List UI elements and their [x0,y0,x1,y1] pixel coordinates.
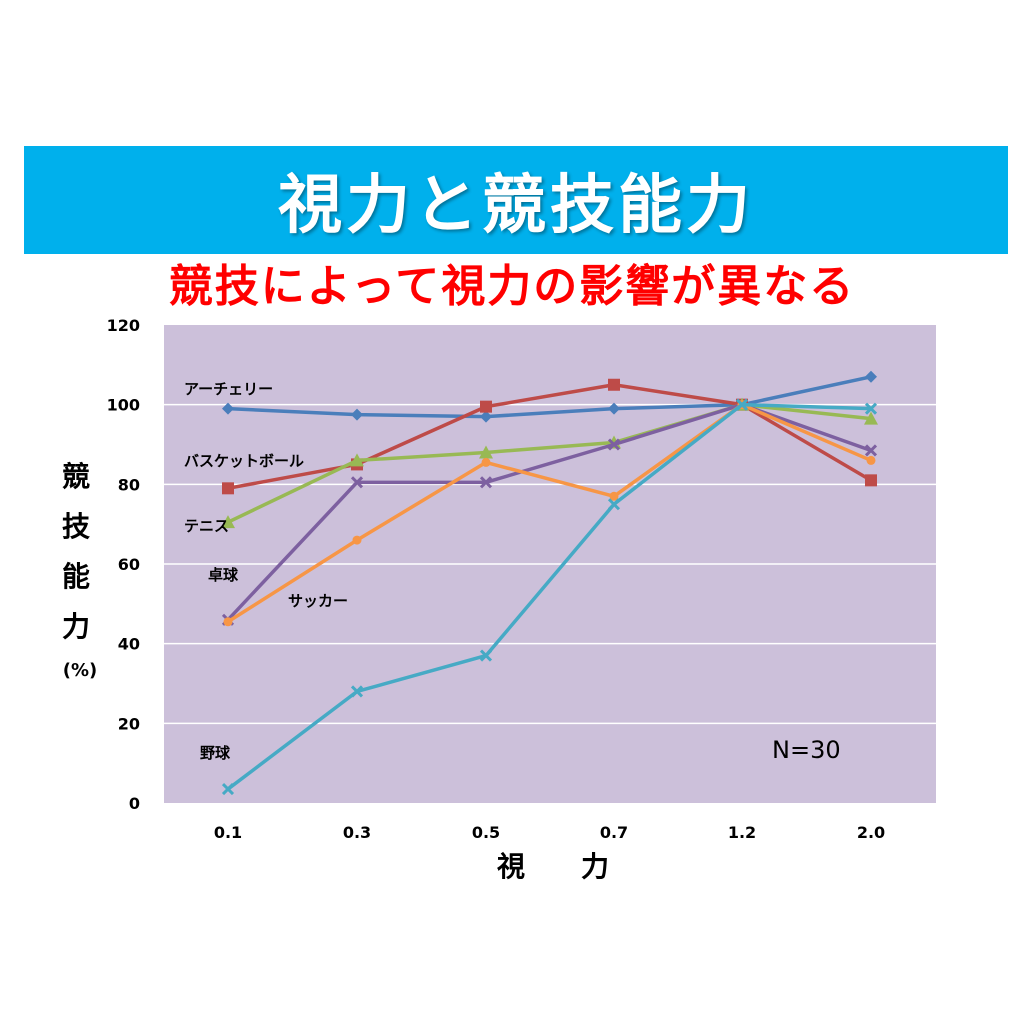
data-point [223,617,233,627]
series-line [226,402,872,791]
data-point [480,410,492,423]
x-axis-label: 視 力 [497,850,609,883]
y-axis-unit: (%) [62,660,98,681]
series-line [227,402,872,624]
data-point [350,453,364,467]
x-tick-label: 0.7 [600,823,628,842]
data-point [350,685,364,698]
y-axis-label-char: 力 [61,610,90,643]
series-annotation: アーチェリー [184,380,273,398]
x-tick-label: 0.5 [472,823,500,842]
series-annotation: 卓球 [208,566,239,584]
x-tick-label: 0.1 [214,823,242,842]
y-tick-label: 100 [107,396,140,415]
data-point [221,515,235,529]
series-annotation: バスケットボール [184,452,304,470]
data-point [607,498,621,511]
y-tick-label: 0 [129,794,140,813]
series-line [227,383,872,491]
x-tick-label: 2.0 [857,823,885,842]
data-point [222,402,234,415]
data-point [865,370,877,383]
data-point [866,455,876,465]
data-point [480,400,492,413]
data-point [609,491,619,501]
data-point [864,411,878,425]
data-point [351,408,363,421]
data-point [607,438,621,451]
data-point [479,649,493,662]
data-point [608,402,620,415]
title-banner: 視力と競技能力 [24,146,1008,254]
y-tick-label: 120 [107,316,140,335]
data-point [608,378,620,391]
data-point [222,482,234,495]
data-point [479,476,493,489]
data-point [479,445,493,459]
x-tick-label: 0.3 [343,823,371,842]
series-annotation: サッカー [288,592,348,610]
x-tick-label: 1.2 [728,823,756,842]
series-annotation: 野球 [200,744,231,762]
series-line [227,375,872,419]
series-annotation: テニス [184,517,229,535]
data-point [864,444,878,457]
data-point [221,782,235,796]
y-axis-label-char: 競 [61,460,90,493]
y-tick-label: 80 [118,475,140,494]
data-point [481,457,491,467]
data-point [865,474,877,487]
y-tick-label: 60 [118,555,140,574]
page-title: 視力と競技能力 [278,169,754,243]
data-point [864,402,878,415]
y-axis-label-char: 技 [61,510,90,543]
chart-subtitle: 競技によって視力の影響が異なる [168,261,856,312]
data-point [735,398,749,411]
y-tick-label: 20 [118,714,140,733]
y-axis-label-char: 能 [61,560,90,593]
data-point [350,476,364,489]
y-tick-label: 40 [118,635,140,654]
sample-size-note: N=30 [772,736,841,764]
data-point [352,535,362,545]
